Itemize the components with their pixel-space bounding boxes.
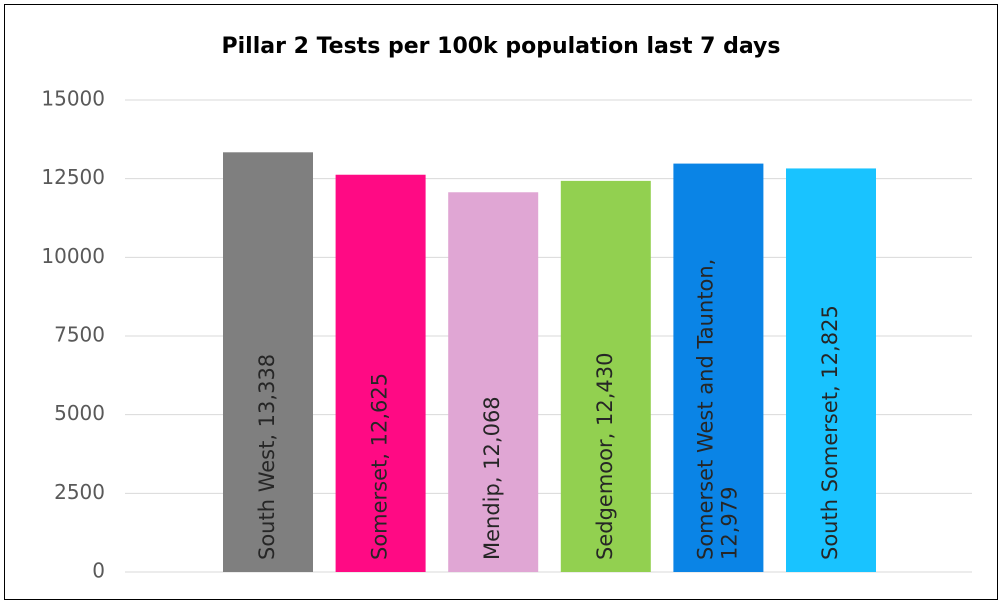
- chart-title: Pillar 2 Tests per 100k population last …: [222, 34, 781, 59]
- y-tick-label: 10000: [41, 244, 105, 268]
- data-label: South West, 13,338: [255, 354, 279, 560]
- y-tick-label: 2500: [54, 480, 105, 504]
- data-label: Somerset, 12,625: [368, 373, 392, 560]
- bar: [335, 174, 426, 572]
- y-tick-label: 7500: [54, 323, 105, 347]
- y-tick-label: 5000: [54, 401, 105, 425]
- y-tick-label: 0: [92, 559, 105, 583]
- data-label: Mendip, 12,068: [480, 396, 504, 560]
- data-label: Somerset West and Taunton, 12,979: [693, 252, 741, 560]
- y-tick-label: 15000: [41, 87, 105, 111]
- bar: [673, 163, 764, 573]
- bar: [448, 192, 539, 573]
- bar: [786, 168, 876, 572]
- data-label: Sedgemoor, 12,430: [593, 353, 617, 560]
- data-label: South Somerset, 12,825: [818, 305, 842, 560]
- bar: [223, 152, 313, 572]
- bar: [560, 180, 651, 573]
- y-tick-label: 12500: [41, 165, 105, 189]
